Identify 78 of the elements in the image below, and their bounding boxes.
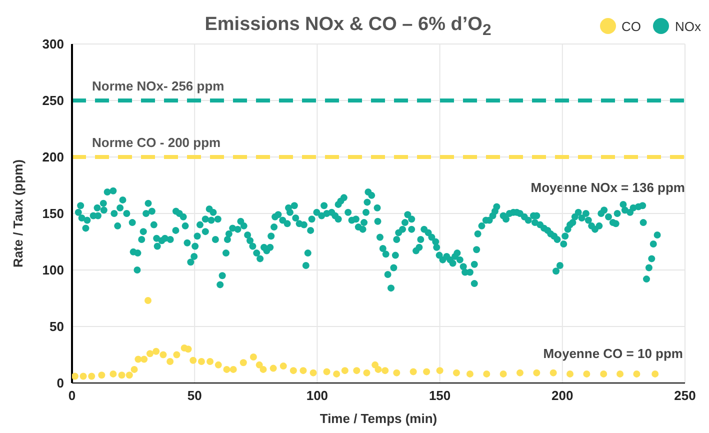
point <box>166 358 174 366</box>
point <box>190 356 197 364</box>
y-axis-title: Rate / Taux (ppm) <box>10 159 26 268</box>
y-tick-label: 0 <box>56 376 64 391</box>
point <box>198 358 205 366</box>
point <box>410 368 417 376</box>
point <box>110 370 117 378</box>
point <box>333 370 340 378</box>
point <box>566 370 574 378</box>
point <box>600 370 608 378</box>
point <box>270 364 277 372</box>
point <box>393 369 400 376</box>
legend-label: CO <box>622 18 641 34</box>
point <box>374 366 382 373</box>
point <box>214 361 222 368</box>
x-tick-label: 250 <box>674 388 696 404</box>
y-tick-label: 150 <box>42 206 64 222</box>
point <box>250 354 257 361</box>
x-tick-label: 50 <box>187 388 202 404</box>
y-tick-label: 300 <box>42 36 64 52</box>
point <box>256 361 263 368</box>
point <box>144 297 152 304</box>
point <box>152 348 160 355</box>
point <box>436 367 444 374</box>
point <box>126 372 133 379</box>
point <box>98 372 106 379</box>
point <box>652 370 659 378</box>
point <box>146 350 154 358</box>
point <box>500 370 507 378</box>
point <box>290 367 297 374</box>
point <box>206 358 214 366</box>
point <box>516 369 524 376</box>
point <box>160 351 167 358</box>
annotation: Moyenne NOx = 136 ppm <box>530 180 685 195</box>
point <box>300 367 307 374</box>
point <box>140 356 148 363</box>
point <box>341 367 348 374</box>
point <box>550 369 557 376</box>
point <box>173 351 180 358</box>
point <box>230 366 237 373</box>
x-tick-label: 200 <box>552 388 574 404</box>
point <box>633 370 640 378</box>
annotation: Moyenne CO = 10 ppm <box>543 346 683 361</box>
y-tick-label: 200 <box>42 150 64 165</box>
x-tick-label: 100 <box>306 388 328 404</box>
point <box>363 369 370 376</box>
x-tick-label: 150 <box>428 388 451 404</box>
point <box>130 366 138 373</box>
point <box>583 370 590 378</box>
point <box>260 366 267 373</box>
point <box>134 356 142 363</box>
y-tick-label: 100 <box>42 262 64 278</box>
point <box>118 372 126 379</box>
point <box>616 370 624 378</box>
point <box>353 367 360 374</box>
ref-line-label: Norme NOx- 256 ppm <box>92 78 224 94</box>
x-tick-label: 0 <box>68 388 76 404</box>
point <box>323 368 330 376</box>
point <box>483 370 490 378</box>
point <box>184 346 192 353</box>
point <box>72 372 78 380</box>
point <box>382 367 389 374</box>
ref-line-label: Norme CO - 200 ppm <box>92 135 221 150</box>
point <box>240 359 247 366</box>
point <box>223 366 230 373</box>
point <box>452 369 460 376</box>
y-tick-label: 50 <box>50 319 64 334</box>
point <box>280 362 287 370</box>
point <box>533 369 540 376</box>
chart-title: Emissions NOx & CO – 6% d’O$_{2}$ <box>204 14 492 40</box>
point <box>88 372 96 380</box>
point <box>310 369 317 376</box>
legend-label: NOx <box>675 18 701 34</box>
point <box>80 372 87 380</box>
point <box>466 370 474 378</box>
y-tick-label: 250 <box>42 93 64 108</box>
point <box>423 368 430 376</box>
x-axis-title: Time / Temps (min) <box>320 411 438 426</box>
